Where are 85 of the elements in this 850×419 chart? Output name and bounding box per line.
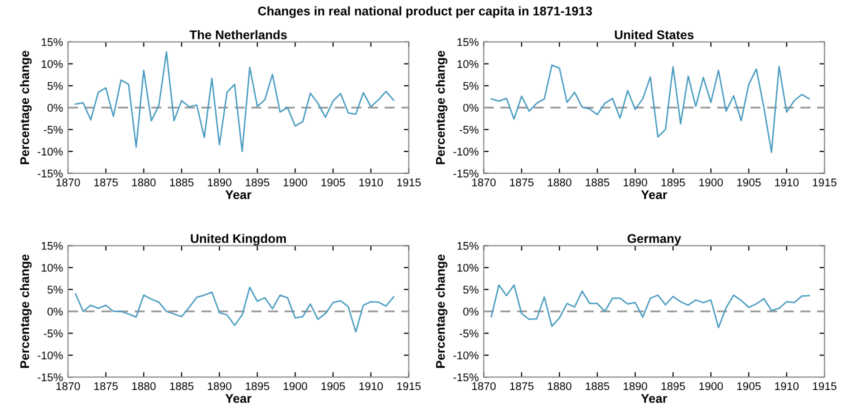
x-tick-label: 1885 [586, 382, 610, 390]
x-tick-label: 1890 [624, 382, 648, 390]
x-tick-label: 1880 [132, 178, 156, 186]
x-tick-label: 1910 [775, 178, 799, 186]
x-tick-label: 1895 [246, 178, 270, 186]
x-tick-label: 1870 [56, 382, 80, 390]
y-tick-label: 15% [42, 242, 63, 250]
x-tick-label: 1870 [472, 178, 496, 186]
x-tick-label: 1880 [548, 382, 572, 390]
x-tick-label: 1885 [170, 178, 194, 186]
x-tick-label: 1900 [699, 382, 723, 390]
y-tick-label: 5% [463, 82, 478, 90]
y-tick-label: -15% [453, 373, 478, 382]
x-tick-label: 1905 [737, 178, 761, 186]
text: Changes in real national product per capita in 1871-1913 [258, 6, 592, 18]
x-tick-label: 1910 [775, 382, 799, 390]
x-tick-label: 1870 [472, 382, 496, 390]
x-axis-title: Year [225, 190, 252, 200]
line-series [490, 64, 810, 154]
x-tick-label: 1885 [170, 382, 194, 390]
y-tick-label: 10% [42, 60, 63, 68]
y-tick-label: 15% [457, 242, 478, 250]
y-tick-label: -10% [453, 351, 478, 360]
y-tick-label: -15% [38, 170, 63, 178]
y-tick-label: -10% [38, 148, 63, 156]
x-tick-label: 1900 [284, 178, 308, 186]
line-series [490, 284, 810, 328]
y-axis-title: Percentage change [20, 50, 32, 164]
y-tick-label: -10% [38, 351, 63, 360]
chart-title: United States [614, 30, 694, 40]
y-tick-label: 15% [457, 38, 478, 46]
x-axis-title: Year [641, 394, 668, 403]
y-tick-label: 0% [463, 308, 478, 316]
chart-title: United Kingdom [190, 234, 286, 246]
x-tick-label: 1915 [397, 382, 421, 390]
y-tick-label: 0% [463, 104, 478, 112]
y-tick-label: 10% [457, 60, 478, 68]
x-tick-label: 1900 [284, 382, 308, 390]
y-tick-label: 5% [48, 82, 63, 90]
y-axis-title: Percentage change [20, 254, 32, 368]
y-tick-label: -15% [453, 170, 478, 178]
x-tick-label: 1915 [812, 382, 836, 390]
x-tick-label: 1870 [56, 178, 80, 186]
x-tick-label: 1880 [132, 382, 156, 390]
x-tick-label: 1885 [586, 178, 610, 186]
x-tick-label: 1910 [359, 382, 383, 390]
y-tick-label: -5% [460, 126, 478, 134]
y-tick-label: 10% [42, 264, 63, 272]
x-tick-label: 1895 [662, 382, 685, 390]
x-tick-label: 1905 [322, 382, 345, 390]
y-tick-label: 0% [48, 308, 63, 316]
y-tick-label: 5% [48, 286, 63, 294]
x-tick-label: 1915 [812, 178, 836, 186]
y-tick-label: -15% [38, 373, 63, 382]
x-tick-label: 1895 [662, 178, 685, 186]
y-axis-title: Percentage change [436, 254, 448, 368]
y-tick-label: 5% [463, 286, 478, 294]
y-tick-label: -5% [44, 330, 63, 338]
x-tick-label: 1910 [359, 178, 383, 186]
x-tick-label: 1875 [510, 382, 534, 390]
x-tick-label: 1905 [322, 178, 345, 186]
x-tick-label: 1875 [94, 382, 118, 390]
x-tick-label: 1905 [737, 382, 761, 390]
y-tick-label: 10% [457, 264, 478, 272]
y-tick-label: 15% [42, 38, 63, 46]
x-tick-label: 1875 [94, 178, 118, 186]
chart-title: Germany [628, 234, 682, 246]
line-series [74, 286, 394, 333]
line-series [74, 51, 394, 152]
x-tick-label: 1875 [510, 178, 534, 186]
x-tick-label: 1880 [548, 178, 572, 186]
x-axis-title: Year [225, 394, 252, 403]
x-tick-label: 1890 [208, 178, 232, 186]
y-tick-label: -10% [453, 148, 478, 156]
y-tick-label: -5% [44, 126, 63, 134]
x-tick-label: 1895 [246, 382, 270, 390]
x-tick-label: 1915 [397, 178, 421, 186]
x-tick-label: 1890 [624, 178, 648, 186]
x-tick-label: 1890 [208, 382, 232, 390]
chart-title: The Netherlands [190, 30, 287, 40]
x-axis-title: Year [641, 190, 668, 200]
y-tick-label: 0% [48, 104, 63, 112]
x-tick-label: 1900 [699, 178, 723, 186]
y-axis-title: Percentage change [436, 50, 448, 164]
y-tick-label: -5% [460, 330, 478, 338]
